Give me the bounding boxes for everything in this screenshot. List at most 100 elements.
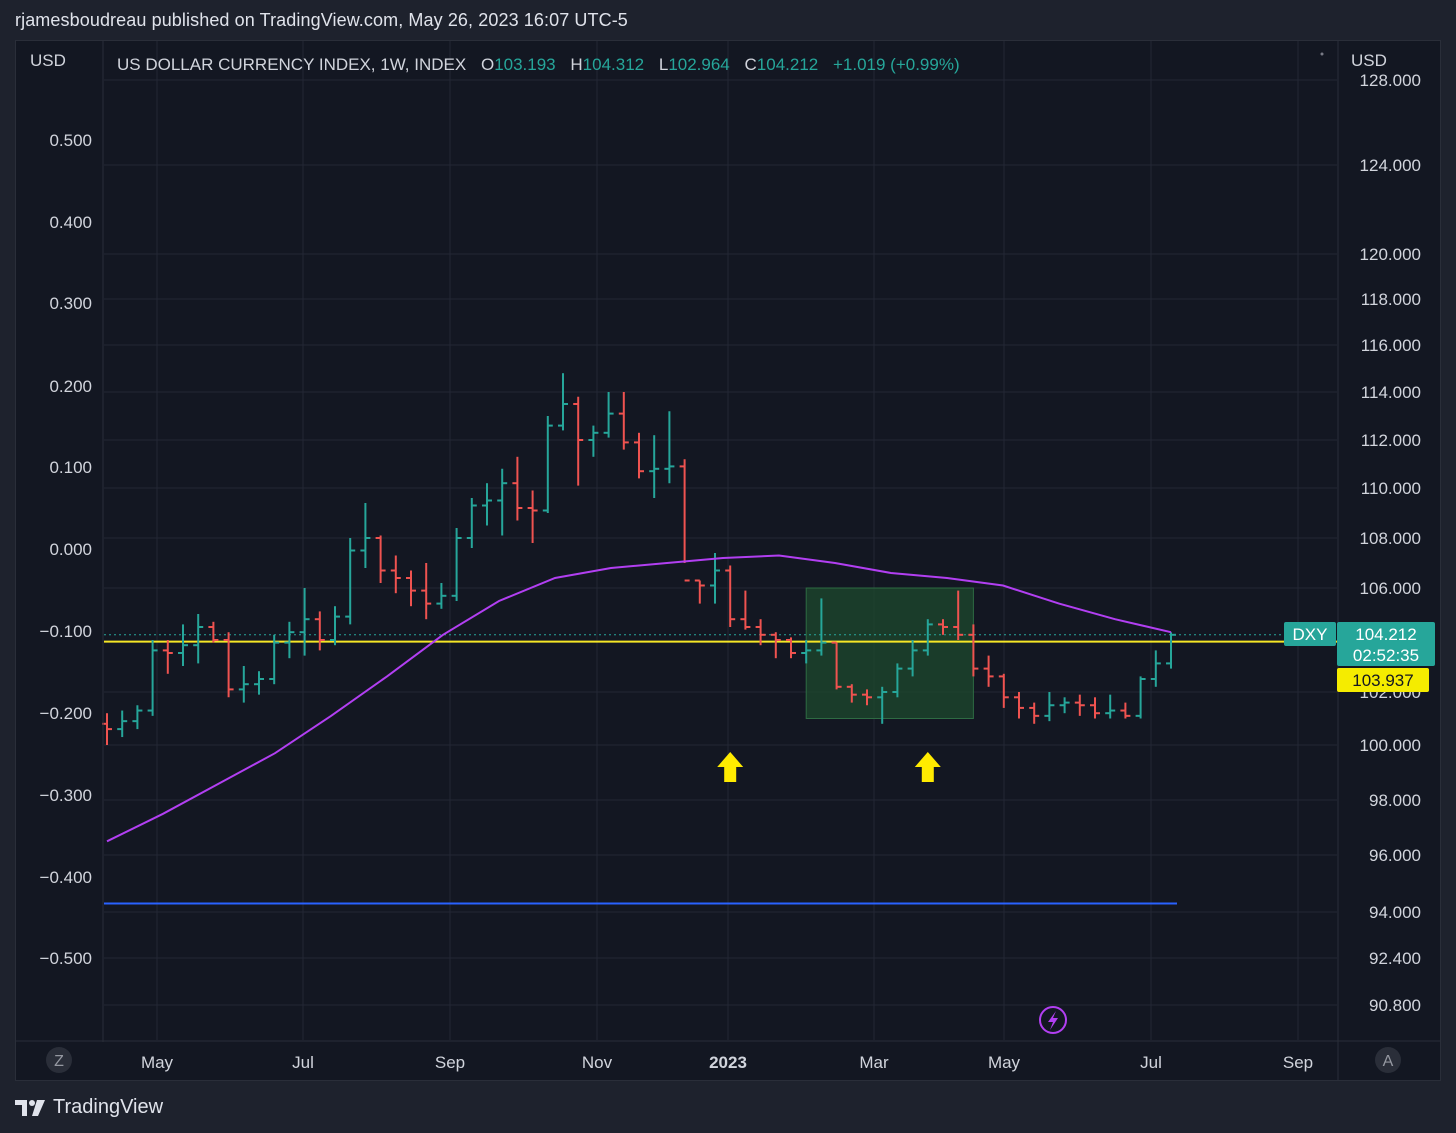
x-axis-tick: May (141, 1053, 174, 1072)
ohlc-bar (421, 563, 432, 620)
tradingview-logo-icon (15, 1099, 45, 1116)
left-axis-tick: 0.000 (49, 540, 92, 559)
ohlc-bar (345, 538, 356, 625)
ohlc-bar (755, 619, 766, 646)
ohlc-bar (801, 640, 812, 664)
x-axis-tick: 2023 (709, 1053, 747, 1072)
ohlc-bar (618, 392, 629, 450)
x-axis-ticks: May Jul Sep Nov 2023 Mar May Jul Sep (141, 1053, 1313, 1072)
moving-average-line (106, 554, 1172, 843)
ohlc-bar (451, 528, 462, 601)
ohlc-bar (466, 498, 477, 548)
ohlc-bar (786, 637, 796, 659)
legend-l-value: 102.964 (668, 55, 729, 74)
legend-l-label: L (659, 55, 668, 74)
ohlc-bar (816, 598, 827, 656)
left-axis-tick: −0.300 (40, 786, 92, 805)
ohlc-bar (208, 621, 219, 643)
right-axis-tick: 106.000 (1360, 579, 1421, 598)
ohlc-bar (892, 663, 903, 698)
ohlc-bar (406, 570, 416, 607)
ohlc-bar (588, 425, 599, 457)
legend: US DOLLAR CURRENCY INDEX, 1W, INDEX O103… (117, 55, 960, 74)
ohlc-bar (1074, 694, 1085, 716)
ohlc-bar (1014, 692, 1024, 719)
right-axis-tick: 118.000 (1361, 290, 1421, 309)
ohlc-bar (178, 624, 188, 666)
ohlc-bar (770, 632, 781, 659)
auto-scale-a-button-bg[interactable] (1375, 1047, 1401, 1073)
ohlc-bar (1090, 697, 1100, 719)
right-axis-tick: 124.000 (1360, 156, 1421, 175)
ohlc-bar (740, 590, 751, 630)
ohlc-bar (664, 411, 675, 484)
ohlc-bar (725, 565, 736, 627)
ohlc-bar (254, 671, 264, 695)
ohlc-bar (1029, 702, 1040, 724)
auto-scale-a-button[interactable]: A (1383, 1053, 1394, 1070)
ohlc-bar (269, 634, 280, 685)
ohlc-bar (527, 490, 538, 543)
right-axis-tick: 90.800 (1369, 996, 1421, 1015)
ohlc-bar (497, 468, 508, 536)
left-axis-ticks: 0.500 0.400 0.300 0.200 0.100 0.000 −0.100 −0.2… (40, 131, 92, 968)
right-axis-tick: 114.000 (1361, 383, 1421, 402)
legend-o-value: 103.193 (494, 55, 555, 74)
ohlc-bar (117, 710, 128, 738)
ohlc-bar (299, 588, 310, 656)
ohlc-bar (132, 705, 143, 730)
symbol-tag-bg (1284, 622, 1336, 646)
ohlc-bar (375, 535, 386, 583)
footer: TradingView (15, 1096, 163, 1119)
ohlc-bar (573, 396, 584, 486)
ohlc-bar (558, 373, 568, 431)
auto-scale-z-button[interactable]: Z (54, 1053, 64, 1070)
ohlc-bar (968, 624, 979, 677)
ohlc-bar (147, 640, 158, 716)
ohlc-bar (983, 655, 994, 687)
right-axis-tick: 108.000 (1360, 529, 1421, 548)
ohlc-bar (223, 632, 234, 698)
ohlc-bar (907, 640, 918, 677)
ohlc-bar (710, 553, 720, 604)
ohlc-bar (193, 614, 204, 664)
ohlc-bar (1166, 632, 1176, 669)
right-axis-tick: 120.000 (1360, 245, 1421, 264)
ohlc-bar (1059, 697, 1070, 714)
ohlc-bar (390, 555, 401, 594)
ohlc-bar (938, 619, 948, 635)
ohlc-bar (482, 483, 492, 526)
right-axis-tick: 92.400 (1369, 949, 1421, 968)
left-axis-tick: 0.500 (49, 131, 92, 150)
legend-o-label: O (481, 55, 494, 74)
ohlc-bars (102, 373, 1176, 745)
ohlc-bar (831, 641, 842, 690)
last-price-tag: 104.212 (1355, 625, 1416, 644)
ohlc-bar (238, 666, 249, 703)
ohlc-bar (694, 579, 705, 604)
left-axis-tick: −0.500 (40, 949, 92, 968)
x-axis-tick: Mar (859, 1053, 889, 1072)
up-arrow-icon (717, 752, 744, 782)
highlight-zone (805, 587, 974, 719)
ohlc-bar (953, 590, 964, 640)
ohlc-bar (679, 459, 690, 582)
ohlc-bar (877, 686, 888, 724)
legend-change: +1.019 (+0.99%) (833, 55, 960, 74)
footer-brand: TradingView (53, 1096, 164, 1118)
right-axis-tick: 98.000 (1369, 791, 1421, 810)
arrow-markers (717, 752, 941, 782)
ohlc-bar (314, 611, 325, 651)
ohlc-bar (162, 640, 173, 674)
settings-dot-icon[interactable] (1320, 52, 1324, 56)
right-axis-tick: 100.000 (1360, 736, 1421, 755)
left-axis-tick: 0.300 (49, 294, 92, 313)
ohlc-bar (436, 583, 447, 609)
legend-c-value: 104.212 (757, 55, 818, 74)
x-axis-tick: Sep (435, 1053, 465, 1072)
auto-scale-z-button-bg[interactable] (46, 1047, 72, 1073)
lightning-icon[interactable] (1039, 1006, 1067, 1034)
ohlc-bar (330, 606, 340, 646)
symbol-tag: DXY (1293, 625, 1328, 644)
